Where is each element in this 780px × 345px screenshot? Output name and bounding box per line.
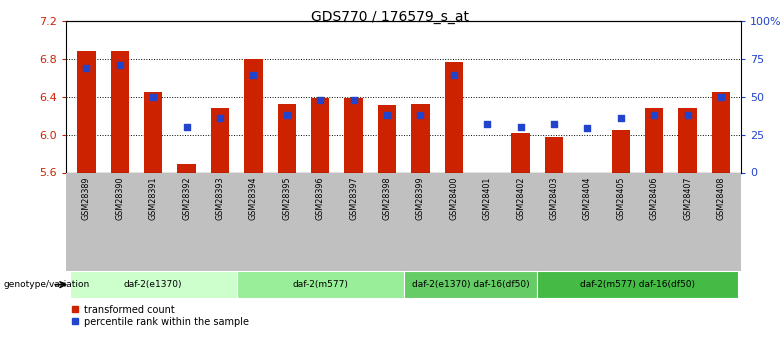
Bar	[111, 51, 129, 172]
Bar	[244, 59, 263, 172]
Point	[347, 97, 360, 102]
Text: GDS770 / 176579_s_at: GDS770 / 176579_s_at	[311, 10, 469, 24]
Point	[180, 124, 193, 130]
Bar	[411, 104, 430, 172]
Point	[681, 112, 693, 118]
Text: GSM28392: GSM28392	[182, 176, 191, 220]
Bar	[278, 104, 296, 172]
Bar	[578, 172, 597, 175]
Point	[381, 112, 393, 118]
Bar	[144, 92, 162, 172]
Point	[714, 94, 727, 99]
Point	[414, 112, 427, 118]
Point	[114, 62, 126, 68]
Bar	[537, 271, 738, 298]
Point	[448, 72, 460, 78]
Text: GSM28391: GSM28391	[149, 176, 158, 220]
Point	[514, 124, 526, 130]
Point	[80, 65, 93, 70]
Bar	[344, 98, 363, 172]
Point	[581, 126, 594, 131]
Bar	[236, 271, 404, 298]
Text: GSM28397: GSM28397	[349, 176, 358, 220]
Point	[147, 94, 159, 99]
Text: daf-2(m577): daf-2(m577)	[292, 280, 348, 289]
Bar	[311, 98, 329, 172]
Text: GSM28402: GSM28402	[516, 176, 525, 220]
Text: daf-2(e1370): daf-2(e1370)	[124, 280, 183, 289]
Text: daf-2(m577) daf-16(df50): daf-2(m577) daf-16(df50)	[580, 280, 695, 289]
Bar	[77, 51, 95, 172]
Bar	[378, 105, 396, 172]
Point	[481, 121, 494, 127]
Point	[314, 97, 326, 102]
Text: GSM28405: GSM28405	[616, 176, 626, 220]
Bar	[404, 271, 537, 298]
Bar	[512, 133, 530, 172]
Text: GSM28406: GSM28406	[650, 176, 658, 220]
Point	[247, 72, 260, 78]
Point	[615, 115, 627, 121]
Bar	[177, 164, 196, 172]
Text: daf-2(e1370) daf-16(df50): daf-2(e1370) daf-16(df50)	[412, 280, 530, 289]
Bar	[612, 130, 630, 172]
Text: GSM28394: GSM28394	[249, 176, 258, 220]
Text: GSM28407: GSM28407	[683, 176, 692, 220]
Text: GSM28408: GSM28408	[717, 176, 725, 220]
Text: GSM28404: GSM28404	[583, 176, 592, 220]
Bar	[712, 92, 730, 172]
Text: GSM28390: GSM28390	[115, 176, 124, 220]
Bar	[445, 62, 463, 172]
Legend: transformed count, percentile rank within the sample: transformed count, percentile rank withi…	[71, 305, 249, 327]
Point	[648, 112, 661, 118]
Text: GSM28398: GSM28398	[382, 176, 392, 220]
Point	[214, 115, 226, 121]
Text: GSM28395: GSM28395	[282, 176, 291, 220]
Text: GSM28396: GSM28396	[316, 176, 324, 220]
Point	[281, 112, 293, 118]
Text: GSM28389: GSM28389	[82, 176, 90, 220]
Text: GSM28403: GSM28403	[549, 176, 558, 220]
Text: genotype/variation: genotype/variation	[4, 280, 90, 289]
Bar	[679, 108, 697, 172]
Bar	[544, 137, 563, 172]
Bar	[69, 271, 236, 298]
Text: GSM28393: GSM28393	[215, 176, 225, 220]
Text: GSM28400: GSM28400	[449, 176, 459, 220]
Bar	[645, 108, 663, 172]
Point	[548, 121, 560, 127]
Text: GSM28399: GSM28399	[416, 176, 425, 220]
Bar	[478, 172, 496, 175]
Bar	[211, 108, 229, 172]
Text: GSM28401: GSM28401	[483, 176, 491, 220]
